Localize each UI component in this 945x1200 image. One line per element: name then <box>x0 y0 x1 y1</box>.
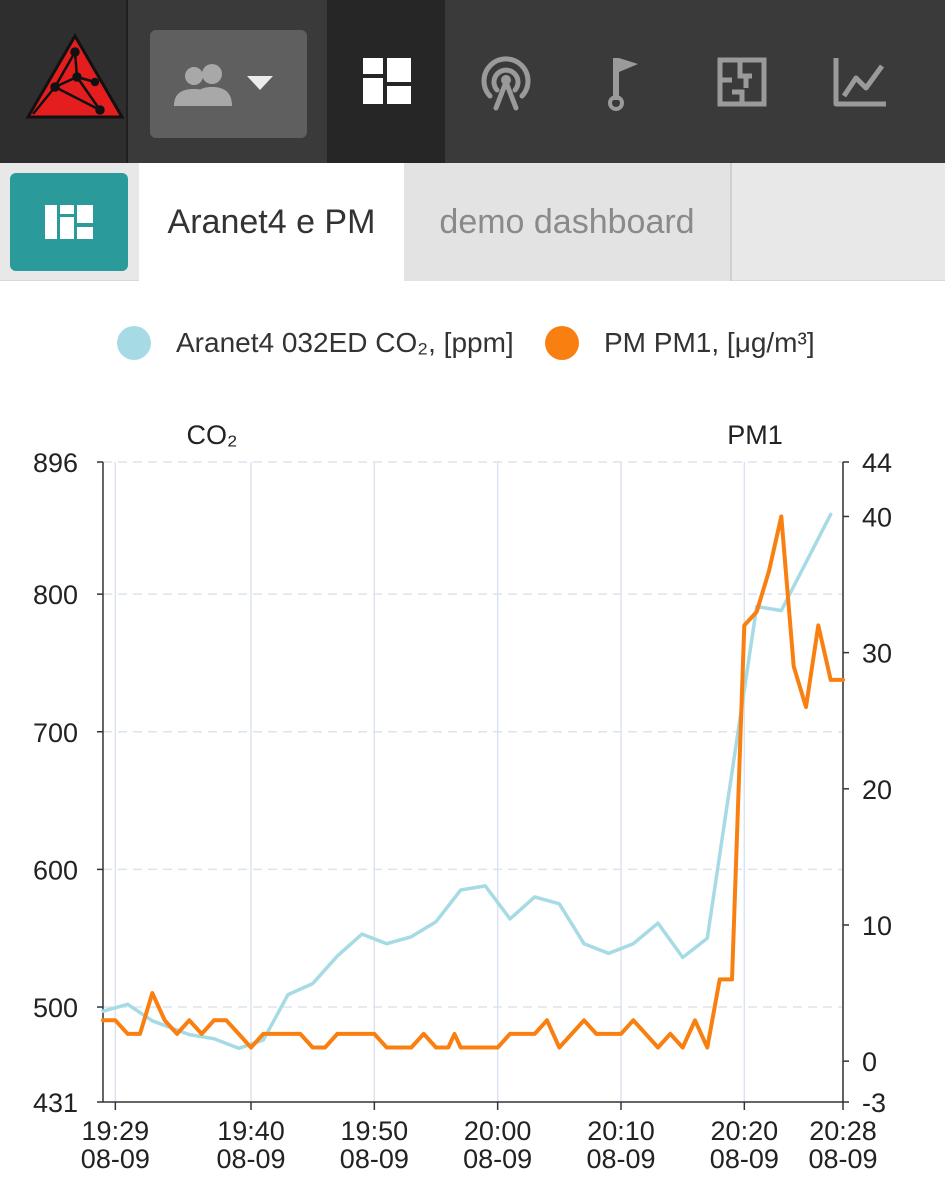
series-line-pm1 <box>101 514 845 1050</box>
users-dropdown-button[interactable] <box>150 30 307 138</box>
nav-broadcast[interactable] <box>476 52 536 112</box>
y-left-tick-label: 600 <box>33 855 78 885</box>
top-navigation-bar <box>0 0 945 163</box>
y-right-tick-label: 30 <box>862 639 892 669</box>
legend-label-pm1: PM PM1, [μg/m³] <box>604 327 815 358</box>
nav-charts[interactable] <box>830 52 890 112</box>
tab-label: Aranet4 e PM <box>167 202 376 241</box>
nav-floor-plan[interactable] <box>712 52 772 112</box>
y-right-axis-title: PM1 <box>727 420 783 450</box>
chevron-down-icon <box>247 76 273 90</box>
x-tick-label-time: 19:40 <box>217 1116 285 1146</box>
floor-plan-icon <box>717 57 767 107</box>
tab-demo-dashboard[interactable]: demo dashboard <box>404 163 732 281</box>
x-tick-label-date: 08-09 <box>340 1144 409 1174</box>
network-logo-icon <box>25 33 125 119</box>
tab-aranet4-e-pm[interactable]: Aranet4 e PM <box>139 163 404 281</box>
x-tick-label-date: 08-09 <box>586 1144 655 1174</box>
dashboard-menu-button[interactable] <box>10 173 128 271</box>
x-tick-label-time: 20:28 <box>809 1116 877 1146</box>
line-chart-icon <box>833 58 886 107</box>
x-tick-label-time: 19:50 <box>341 1116 409 1146</box>
y-left-tick-label: 896 <box>33 448 78 478</box>
legend-label-co2: Aranet4 032ED CO₂, [ppm] <box>176 327 514 358</box>
y-right-tick-label: 0 <box>862 1047 877 1077</box>
broadcast-icon <box>481 56 531 111</box>
line-chart[interactable]: 431 500 600 700 800 896 -3 0 10 20 30 40 44 CO₂ PM1 19:… <box>0 400 945 1200</box>
y-left-tick-label: 800 <box>33 580 78 610</box>
nav-dashboards[interactable] <box>327 0 445 163</box>
y-right-tick-label: 20 <box>862 775 892 805</box>
y-left-tick-label: 431 <box>33 1088 78 1118</box>
dashboard-tab-bar: Aranet4 e PM demo dashboard <box>0 163 945 281</box>
x-tick-label-date: 08-09 <box>81 1144 150 1174</box>
tab-label: demo dashboard <box>439 202 695 241</box>
logo-button[interactable] <box>0 0 128 163</box>
dashboard-icon <box>363 58 411 104</box>
users-icon <box>174 64 232 106</box>
chart-legend: Aranet4 032ED CO₂, [ppm] PM PM1, [μg/m³] <box>0 318 945 368</box>
x-tick-label-date: 08-09 <box>710 1144 779 1174</box>
y-right-tick-label: 40 <box>862 502 892 532</box>
y-right-tick-label: 44 <box>862 448 892 478</box>
flag-icon <box>608 58 638 111</box>
legend-marker-co2 <box>117 326 151 360</box>
x-tick-label-date: 08-09 <box>216 1144 285 1174</box>
dashboard-grid-icon <box>45 205 93 239</box>
y-right-tick-label: -3 <box>862 1088 886 1118</box>
legend-item-pm1[interactable]: PM PM1, [μg/m³] <box>545 318 815 368</box>
y-left-tick-label: 700 <box>33 718 78 748</box>
y-left-tick-label: 500 <box>33 993 78 1023</box>
y-right-tick-label: 10 <box>862 911 892 941</box>
x-tick-label-time: 20:00 <box>464 1116 532 1146</box>
x-tick-label-time: 20:10 <box>587 1116 655 1146</box>
x-tick-label-date: 08-09 <box>808 1144 877 1174</box>
nav-flag[interactable] <box>594 52 654 112</box>
legend-item-co2[interactable]: Aranet4 032ED CO₂, [ppm] <box>117 318 514 368</box>
x-tick-label-time: 19:29 <box>82 1116 150 1146</box>
y-left-axis-title: CO₂ <box>187 420 238 450</box>
x-tick-label-date: 08-09 <box>463 1144 532 1174</box>
series-line-co2 <box>101 512 833 1051</box>
legend-marker-pm1 <box>545 326 579 360</box>
x-tick-label-time: 20:20 <box>711 1116 779 1146</box>
